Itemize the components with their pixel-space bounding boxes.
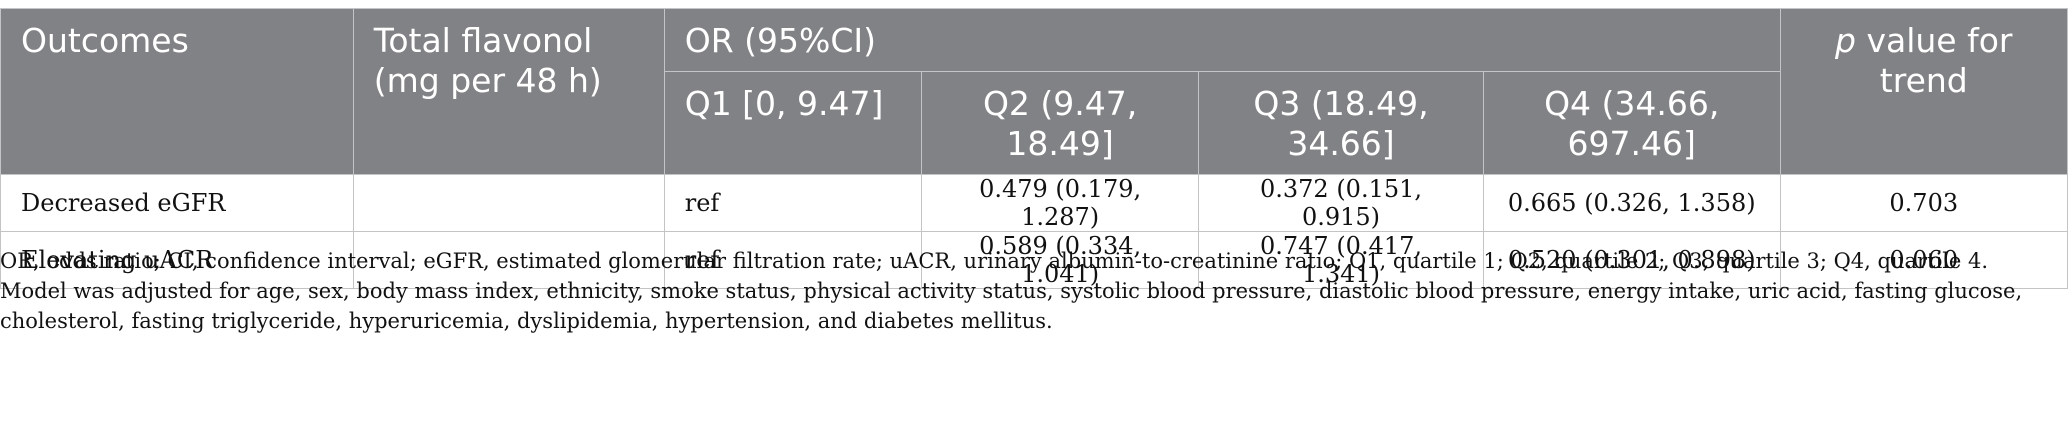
footnote-abbreviations: OR, odds ratio; CI, confidence interval;… bbox=[0, 249, 1989, 273]
cell-q3: 0.747 (0.417, 1.341) bbox=[1198, 231, 1484, 289]
header-q4: Q4 (34.66, 697.46] bbox=[1482, 71, 1781, 175]
cell-q1: ref bbox=[663, 174, 923, 232]
header-outcomes: Outcomes bbox=[0, 8, 354, 175]
cell-q3: 0.372 (0.151, 0.915) bbox=[1198, 174, 1484, 232]
p-value-rest: value for trend bbox=[1855, 21, 2013, 100]
cell-q4: 0.665 (0.326, 1.358) bbox=[1482, 174, 1781, 232]
header-q3: Q3 (18.49, 34.66] bbox=[1198, 71, 1484, 175]
cell-q1: ref bbox=[663, 231, 923, 289]
cell-q2: 0.479 (0.179, 1.287) bbox=[921, 174, 1200, 232]
cell-q2: 0.589 (0.334, 1.041) bbox=[921, 231, 1200, 289]
cell-q4: 0.520 (0.301, 0.898) bbox=[1482, 231, 1781, 289]
table-row: Decreased eGFR ref 0.479 (0.179, 1.287) … bbox=[0, 174, 2068, 232]
table-row: Elevating uACR ref 0.589 (0.334, 1.041) … bbox=[0, 231, 2068, 289]
results-table: Outcomes Total flavonol (mg per 48 h) OR… bbox=[0, 8, 2068, 289]
header-q2: Q2 (9.47, 18.49] bbox=[921, 71, 1200, 175]
header-q1: Q1 [0, 9.47] bbox=[663, 71, 923, 175]
p-italic: p bbox=[1835, 21, 1856, 60]
table-body: Decreased eGFR ref 0.479 (0.179, 1.287) … bbox=[0, 174, 2068, 289]
cell-p-trend: 0.060 bbox=[1779, 231, 2068, 289]
header-total-flavonol: Total flavonol (mg per 48 h) bbox=[352, 8, 665, 175]
cell-outcome: Elevating uACR bbox=[0, 231, 354, 289]
results-table-container: Outcomes Total flavonol (mg per 48 h) OR… bbox=[0, 8, 2068, 289]
table-header: Outcomes Total flavonol (mg per 48 h) OR… bbox=[0, 8, 2068, 175]
header-or-ci: OR (95%CI) bbox=[663, 8, 1781, 72]
cell-p-trend: 0.703 bbox=[1779, 174, 2068, 232]
header-p-value-trend: p value for trend bbox=[1779, 8, 2068, 175]
footnote-model: Model was adjusted for age, sex, body ma… bbox=[0, 279, 2023, 333]
table-footnotes: OR, odds ratio; CI, confidence interval;… bbox=[0, 246, 2060, 336]
cell-flavonol bbox=[352, 174, 665, 232]
cell-outcome: Decreased eGFR bbox=[0, 174, 354, 232]
